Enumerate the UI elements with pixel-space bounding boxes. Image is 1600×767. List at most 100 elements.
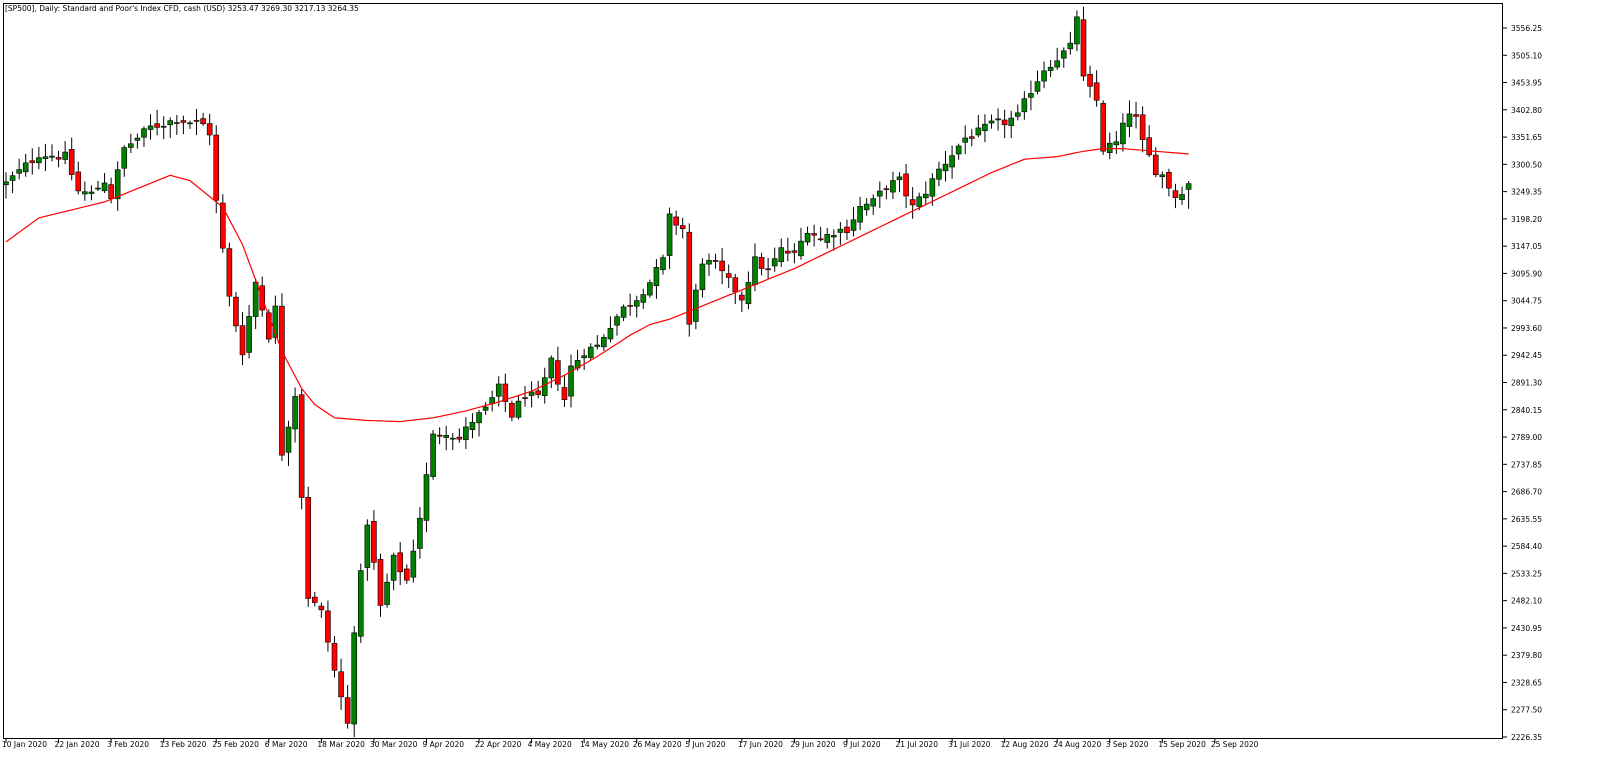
candle[interactable] xyxy=(206,113,213,146)
candle[interactable] xyxy=(3,172,9,199)
candle[interactable] xyxy=(410,539,417,583)
candle[interactable] xyxy=(252,278,259,330)
candle[interactable] xyxy=(725,264,732,288)
candle[interactable] xyxy=(384,573,390,608)
candle[interactable] xyxy=(449,433,456,451)
candle[interactable] xyxy=(653,259,660,299)
candle[interactable] xyxy=(417,506,423,559)
candle[interactable] xyxy=(49,144,55,162)
candle[interactable] xyxy=(1060,47,1067,68)
candle[interactable] xyxy=(9,171,16,193)
candle[interactable] xyxy=(1172,183,1179,209)
candle[interactable] xyxy=(1001,109,1008,139)
candle[interactable] xyxy=(936,161,942,187)
candle[interactable] xyxy=(1021,91,1028,120)
candle[interactable] xyxy=(200,112,206,126)
candle[interactable] xyxy=(1120,113,1126,152)
candle[interactable] xyxy=(1179,186,1185,205)
candle[interactable] xyxy=(587,343,594,361)
candle[interactable] xyxy=(246,304,252,359)
candle[interactable] xyxy=(1100,100,1106,155)
candle[interactable] xyxy=(909,187,916,219)
candle[interactable] xyxy=(239,312,246,366)
candle[interactable] xyxy=(351,626,358,738)
candle[interactable] xyxy=(817,226,824,242)
candle[interactable] xyxy=(732,274,739,304)
candle[interactable] xyxy=(633,295,640,318)
candle[interactable] xyxy=(390,552,397,591)
candle[interactable] xyxy=(804,226,811,246)
candle[interactable] xyxy=(88,185,95,201)
candle[interactable] xyxy=(1093,70,1100,107)
candle[interactable] xyxy=(364,519,371,581)
candle[interactable] xyxy=(371,509,377,570)
candle[interactable] xyxy=(739,291,745,312)
candle[interactable] xyxy=(272,295,279,344)
candle[interactable] xyxy=(1008,110,1015,139)
candle[interactable] xyxy=(509,400,515,422)
candle[interactable] xyxy=(285,420,292,466)
candle[interactable] xyxy=(121,145,128,177)
candle[interactable] xyxy=(463,417,469,450)
candle[interactable] xyxy=(712,253,719,269)
candle[interactable] xyxy=(535,380,541,399)
candle[interactable] xyxy=(785,237,791,262)
candle[interactable] xyxy=(1133,101,1139,129)
candle[interactable] xyxy=(837,222,844,245)
candle[interactable] xyxy=(180,115,187,135)
candle[interactable] xyxy=(436,427,443,445)
candle[interactable] xyxy=(55,150,62,168)
candle[interactable] xyxy=(193,108,200,136)
candle[interactable] xyxy=(863,198,870,216)
candle[interactable] xyxy=(502,373,509,413)
candle[interactable] xyxy=(298,389,305,510)
candle[interactable] xyxy=(213,125,220,214)
candle[interactable] xyxy=(975,114,982,138)
candle[interactable] xyxy=(758,252,765,276)
candle[interactable] xyxy=(489,390,495,412)
candle[interactable] xyxy=(29,148,36,175)
candle[interactable] xyxy=(791,243,798,264)
candle[interactable] xyxy=(1034,70,1041,95)
candle[interactable] xyxy=(706,253,712,276)
candle[interactable] xyxy=(522,385,528,407)
candle[interactable] xyxy=(114,161,121,211)
candle[interactable] xyxy=(397,542,404,586)
candle[interactable] xyxy=(594,335,601,350)
candle[interactable] xyxy=(160,116,167,140)
candle[interactable] xyxy=(377,553,384,617)
candle[interactable] xyxy=(1146,125,1152,158)
candle[interactable] xyxy=(922,181,929,205)
candle[interactable] xyxy=(167,117,174,138)
candle[interactable] xyxy=(357,563,364,643)
candle[interactable] xyxy=(482,402,489,415)
candle[interactable] xyxy=(62,141,68,165)
candle[interactable] xyxy=(890,171,896,200)
candle[interactable] xyxy=(607,316,614,343)
candle[interactable] xyxy=(548,355,555,388)
candle[interactable] xyxy=(745,271,752,310)
candle[interactable] xyxy=(430,430,436,480)
candle[interactable] xyxy=(995,108,1001,131)
candle[interactable] xyxy=(338,658,344,710)
candle[interactable] xyxy=(686,223,693,337)
candle[interactable] xyxy=(75,161,82,195)
candle[interactable] xyxy=(666,207,673,269)
candle[interactable] xyxy=(883,185,890,200)
candle[interactable] xyxy=(1080,6,1087,81)
candle[interactable] xyxy=(561,374,568,407)
candle[interactable] xyxy=(1054,47,1060,70)
candle[interactable] xyxy=(16,158,22,180)
candle[interactable] xyxy=(42,143,49,172)
candle[interactable] xyxy=(601,334,607,352)
candle[interactable] xyxy=(1139,106,1146,153)
candle[interactable] xyxy=(699,258,706,298)
candle[interactable] xyxy=(403,564,410,584)
candle[interactable] xyxy=(101,173,108,193)
candle[interactable] xyxy=(456,428,463,443)
candle[interactable] xyxy=(292,387,298,443)
candle[interactable] xyxy=(128,133,134,154)
candle[interactable] xyxy=(187,120,193,129)
candle[interactable] xyxy=(719,248,725,285)
